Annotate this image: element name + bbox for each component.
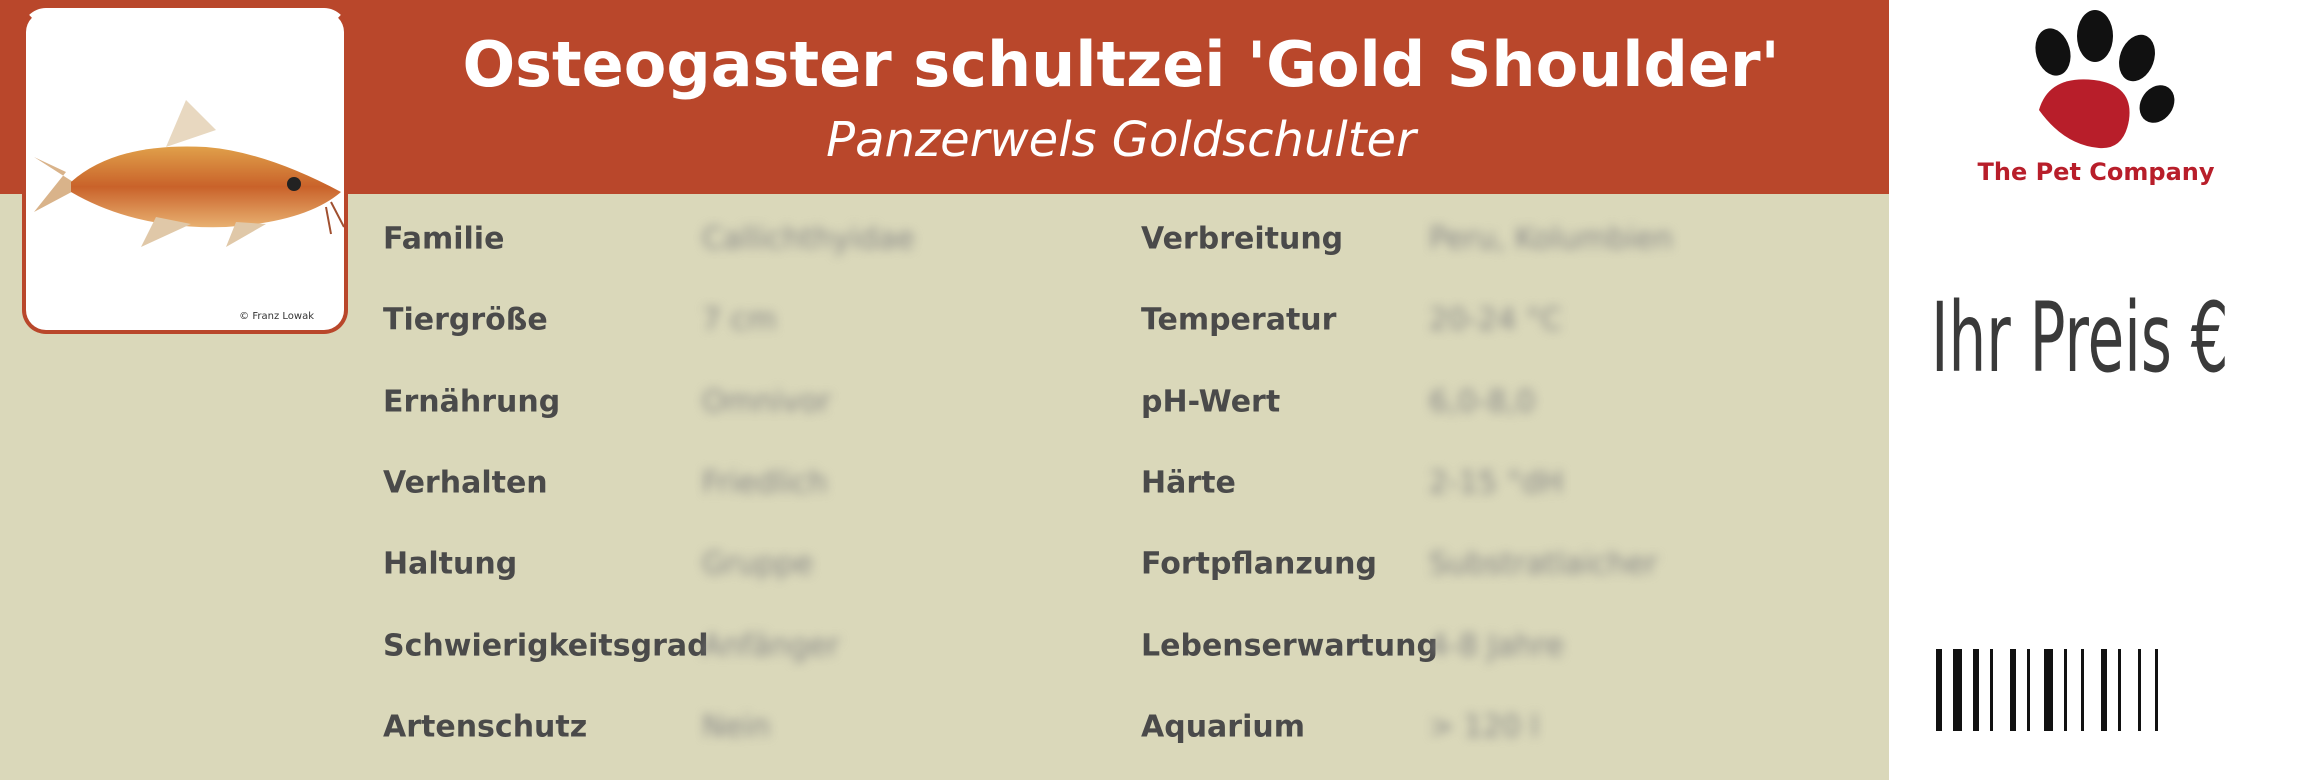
trait-value: Peru, Kolumbien bbox=[1429, 221, 1673, 257]
barcode-bar bbox=[2081, 649, 2084, 731]
trait-label: Lebenserwartung bbox=[1141, 628, 1438, 664]
trait-value: 7 cm bbox=[702, 302, 777, 338]
brand-name: The Pet Company bbox=[1977, 158, 2215, 186]
trait-label: Artenschutz bbox=[383, 709, 588, 745]
trait-label: Verhalten bbox=[383, 465, 548, 501]
trait-value: > 120 l bbox=[1429, 709, 1539, 745]
barcode-bar bbox=[1936, 649, 1942, 731]
photo: © Franz Lowak bbox=[22, 8, 348, 334]
trait-label: Aquarium bbox=[1141, 709, 1305, 745]
price-label: Ihr Preis € bbox=[1931, 282, 2229, 394]
trait-label: Härte bbox=[1141, 465, 1236, 501]
trait-label: Familie bbox=[383, 221, 505, 257]
trait-value: Anfänger bbox=[702, 628, 840, 664]
logo-paw bbox=[2035, 10, 2175, 149]
subtitle: Panzerwels Goldschulter bbox=[826, 112, 1416, 168]
trait-value: Friedlich bbox=[702, 465, 828, 501]
barcode-bar bbox=[2101, 649, 2107, 731]
trait-label: pH-Wert bbox=[1141, 384, 1281, 420]
barcode-bar bbox=[2027, 649, 2030, 731]
trait-value: Nein bbox=[702, 709, 771, 745]
trait-label: Tiergröße bbox=[383, 302, 548, 338]
barcode-bar bbox=[1990, 649, 1993, 731]
barcode-bar bbox=[2044, 649, 2053, 731]
side-panel: The Pet Company Ihr Preis € bbox=[1889, 0, 2303, 780]
trait-value: 20-24 °C bbox=[1429, 302, 1562, 338]
trait-label: Fortpflanzung bbox=[1141, 546, 1377, 582]
trait-value: 4-8 Jahre bbox=[1429, 628, 1564, 664]
trait-value: 6,0-8,0 bbox=[1429, 384, 1536, 420]
trait-value: Substratlaicher bbox=[1429, 546, 1658, 582]
trait-label: Ernährung bbox=[383, 384, 561, 420]
barcode-bar bbox=[2010, 649, 2016, 731]
fish-illustration bbox=[34, 100, 345, 247]
barcode-bar bbox=[2064, 649, 2067, 731]
trait-label: Schwierigkeitsgrad bbox=[383, 628, 709, 664]
trait-label: Temperatur bbox=[1141, 302, 1337, 338]
trait-value: Callichthyidae bbox=[702, 221, 915, 257]
title: Osteogaster schultzei 'Gold Shoulder' bbox=[462, 28, 1780, 101]
trait-label: Verbreitung bbox=[1141, 221, 1344, 257]
barcode-bar bbox=[2118, 649, 2121, 731]
barcode bbox=[1936, 649, 2158, 731]
photo-credit: © Franz Lowak bbox=[239, 311, 314, 322]
barcode-bar bbox=[1953, 649, 1962, 731]
trait-value: Omnivor bbox=[702, 384, 831, 420]
barcode-bar bbox=[1973, 649, 1979, 731]
trait-value: 2-15 °dH bbox=[1429, 465, 1564, 501]
barcode-bar bbox=[2138, 649, 2141, 731]
barcode-bar bbox=[2155, 649, 2158, 731]
trait-value: Gruppe bbox=[702, 546, 814, 582]
trait-label: Haltung bbox=[383, 546, 518, 582]
